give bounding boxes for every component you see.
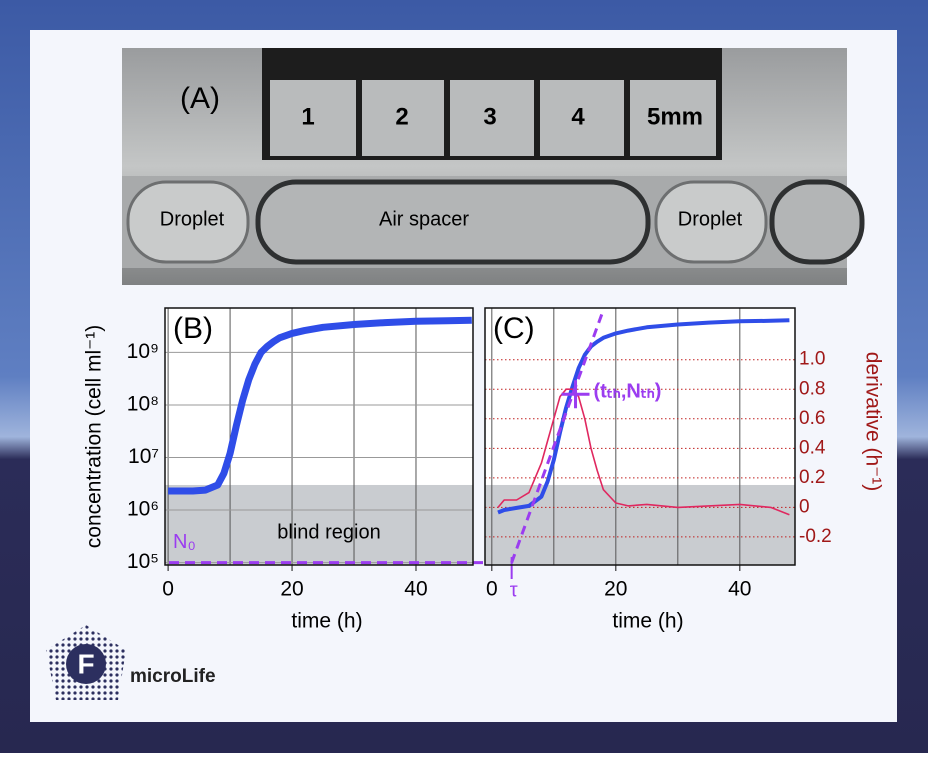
y2-tick-label: 0.8 (799, 378, 825, 399)
y-axis-label: concentration (cell ml⁻¹) (83, 325, 106, 548)
ruler-cell (362, 80, 444, 156)
plot-frame (164, 307, 474, 566)
droplet (654, 180, 768, 264)
photo-panel: (A) 1 2 3 4 5mm Droplet Air spacer Dropl… (122, 48, 865, 285)
region-label: Droplet (160, 208, 225, 230)
data-line (168, 316, 472, 495)
panel-label: (C) (493, 312, 535, 345)
region-label: Air spacer (379, 208, 469, 230)
ruler-label: 2 (395, 103, 408, 130)
annotation: (tₜₕ,Nₜₕ) (594, 381, 662, 403)
marker (561, 380, 590, 409)
y-tick-label: 10⁹ (127, 340, 159, 363)
logo-text: microLife (130, 666, 216, 687)
x-tick-label: 40 (404, 578, 427, 601)
x-tick-label: 0 (486, 578, 498, 601)
logo: F microLife (46, 625, 216, 700)
logo-circle (66, 644, 106, 684)
y2-tick-label: 0.2 (799, 467, 825, 488)
y-tick-label: 10⁶ (127, 498, 159, 521)
blind-region (165, 484, 473, 565)
x-axis-label: time (h) (291, 610, 362, 633)
y-tick-label: 10⁷ (128, 445, 159, 468)
x-tick-label: 40 (728, 578, 751, 601)
x-tick-label: 0 (162, 578, 174, 601)
plot-frame (484, 307, 796, 566)
x-tick-label: 20 (604, 578, 627, 601)
y-tick-label: 10⁵ (127, 550, 159, 573)
data-line (497, 388, 790, 516)
x-tick-label: 20 (280, 578, 303, 601)
y2-tick-label: 0 (799, 496, 810, 517)
blind-region (485, 484, 795, 565)
panel-label: (A) (180, 82, 220, 115)
y2-tick-label: 0.6 (799, 408, 825, 429)
y2-tick-label: 0.4 (799, 437, 826, 458)
y2-tick-label: 1.0 (799, 349, 825, 370)
ruler-cell (630, 80, 716, 156)
y2-axis-label: derivative (h⁻¹) (861, 352, 884, 491)
x-axis-label: time (h) (612, 610, 683, 633)
region-label: Droplet (678, 208, 743, 230)
ruler-cell (540, 80, 624, 156)
ruler-cell (270, 80, 356, 156)
panel-label: (B) (173, 312, 213, 345)
ruler-label: 3 (483, 103, 496, 130)
ruler-label: 5mm (647, 103, 703, 130)
annotation: N₀ (173, 531, 196, 553)
y-tick-label: 10⁸ (127, 393, 159, 416)
ruler-label: 4 (571, 103, 585, 130)
annotation: τ (510, 579, 518, 601)
droplet (126, 180, 250, 264)
air-spacer (255, 179, 651, 265)
ruler-cell (450, 80, 534, 156)
data-line (497, 318, 790, 515)
annotation: blind region (277, 521, 380, 543)
air-spacer (769, 179, 865, 265)
ruler-label: 1 (301, 103, 314, 130)
y2-tick-label: -0.2 (799, 526, 832, 547)
logo-letter: F (77, 648, 94, 679)
